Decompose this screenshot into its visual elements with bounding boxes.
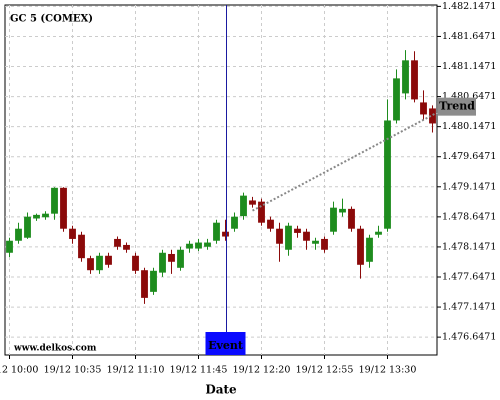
candle-body <box>312 240 319 244</box>
event-label: Event <box>208 339 244 352</box>
x-tick-label: 19/12 12:20 <box>233 365 291 376</box>
x-tick-label: 19/12 10:00 <box>0 365 38 376</box>
x-tick-label: 19/12 13:30 <box>359 365 417 376</box>
candle-body <box>366 237 373 262</box>
y-tick-label: 1.477.6471 <box>442 271 496 282</box>
candle-body <box>78 234 85 259</box>
candle-body <box>177 249 184 268</box>
candle-body <box>42 213 49 218</box>
candle-body <box>24 216 31 238</box>
candle-body <box>258 201 265 223</box>
candle-body <box>69 228 76 239</box>
y-tick-label: 1.478.1471 <box>442 241 496 252</box>
candle-body <box>87 258 94 271</box>
candle-body <box>249 200 256 205</box>
candle-body <box>123 244 130 250</box>
y-tick-label: 1.479.6471 <box>442 151 496 162</box>
candle-body <box>168 253 175 262</box>
candle-body <box>294 228 301 233</box>
candle-body <box>276 228 283 244</box>
candle-body <box>240 195 247 217</box>
candle-body <box>132 255 139 271</box>
y-tick-label: 1.479.1471 <box>442 181 496 192</box>
y-tick-label: 1.480.1471 <box>442 121 496 132</box>
trend-box <box>438 97 476 116</box>
candle-body <box>231 216 238 229</box>
candle-body <box>96 255 103 271</box>
candle-body <box>393 78 400 121</box>
candle-body <box>159 252 166 273</box>
candle-body <box>285 225 292 250</box>
y-tick-label: 1.480.6471 <box>442 91 496 102</box>
y-tick-label: 1.477.1471 <box>442 302 496 313</box>
candle-body <box>105 255 112 265</box>
candle-body <box>375 231 382 235</box>
plot-frame <box>4 4 438 356</box>
x-axis-label: Date <box>205 383 237 397</box>
candle-body <box>213 222 220 241</box>
trend-line <box>252 111 438 212</box>
y-tick-label: 1.482.1471 <box>442 1 496 12</box>
y-tick-label: 1.481.1471 <box>442 61 496 72</box>
y-tick-label: 1.481.6471 <box>442 31 496 42</box>
candle-body <box>321 238 328 250</box>
candle-body <box>186 243 193 249</box>
x-tick-label: 19/12 12:55 <box>296 365 354 376</box>
candle-body <box>222 231 229 237</box>
y-tick-label: 1.478.6471 <box>442 211 496 222</box>
candle-body <box>150 270 157 292</box>
candle-body <box>114 238 121 247</box>
candle-body <box>141 270 148 298</box>
y-tick-label: 1.476.6471 <box>442 332 496 343</box>
candle-body <box>195 242 202 249</box>
candle-body <box>267 219 274 229</box>
candle-body <box>51 187 58 214</box>
candle-body <box>330 207 337 232</box>
candle-body <box>303 231 310 241</box>
trend-label: Trend <box>439 100 475 113</box>
x-tick-label: 19/12 11:45 <box>170 365 228 376</box>
candle-body <box>33 214 40 219</box>
candle-body <box>348 208 355 229</box>
candle-body <box>339 208 346 213</box>
candle-body <box>420 102 427 115</box>
candle-body <box>15 228 22 241</box>
x-tick-label: 19/12 11:10 <box>107 365 165 376</box>
candle-body <box>357 228 364 265</box>
watermark: www.delkos.com <box>13 344 97 354</box>
chart-title: GC 5 (COMEX) <box>10 14 93 25</box>
x-tick-label: 19/12 10:35 <box>44 365 102 376</box>
candle-body <box>384 120 391 229</box>
event-box <box>205 332 246 355</box>
candle-body <box>60 187 67 229</box>
candle-body <box>402 60 409 94</box>
candle-body <box>204 242 211 247</box>
candle-body <box>429 108 436 124</box>
candle-body <box>6 240 13 253</box>
candle-body <box>411 60 418 100</box>
